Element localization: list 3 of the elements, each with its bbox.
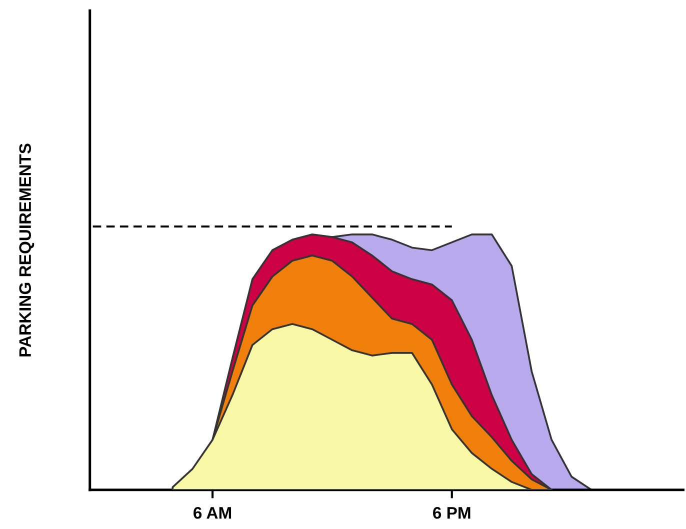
x-tick-label: 6 PM bbox=[433, 506, 470, 519]
y-axis-title: PARKING REQUIREMENTS bbox=[19, 144, 34, 356]
x-tick-label: 6 AM bbox=[194, 506, 232, 519]
